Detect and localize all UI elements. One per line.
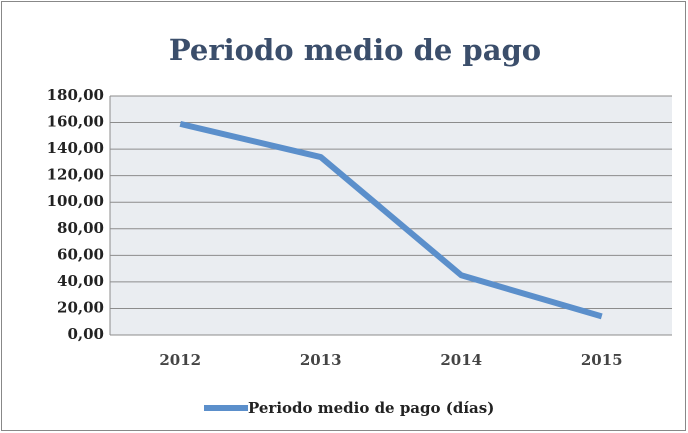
legend-label: Periodo medio de pago (días) — [248, 399, 494, 417]
y-tick-label: 180,00 — [47, 86, 104, 104]
chart-title: Periodo medio de pago — [169, 33, 541, 67]
y-tick-label: 0,00 — [67, 325, 104, 343]
line — [179, 120, 603, 320]
y-tick-label: 20,00 — [57, 298, 104, 316]
x-tick-label: 2012 — [159, 351, 201, 369]
y-tick-label: 80,00 — [57, 219, 104, 237]
x-tick-label: 2013 — [300, 351, 342, 369]
y-tick-label: 140,00 — [47, 139, 104, 157]
x-tick-label: 2014 — [440, 351, 482, 369]
y-tick-label: 120,00 — [47, 166, 104, 184]
y-tick-label: 60,00 — [57, 245, 104, 263]
y-tick-label: 100,00 — [47, 192, 104, 210]
y-tick-label: 160,00 — [47, 113, 104, 131]
x-tick-label: 2015 — [581, 351, 623, 369]
y-tick-label: 40,00 — [57, 272, 104, 290]
